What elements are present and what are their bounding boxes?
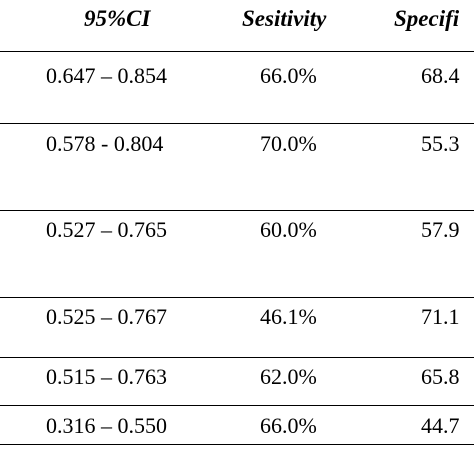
row-divider (0, 210, 474, 211)
row-5-specificity: 65.8 (421, 364, 460, 389)
row-divider (0, 444, 474, 445)
row-6-ci: 0.316 – 0.550 (46, 413, 167, 438)
row-1-ci: 0.647 – 0.854 (46, 63, 167, 88)
row-4-sensitivity: 46.1% (260, 304, 317, 329)
row-2-ci: 0.578 - 0.804 (46, 131, 164, 156)
row-4-specificity: 71.1 (421, 304, 460, 329)
row-2-specificity: 55.3 (421, 131, 460, 156)
row-divider (0, 405, 474, 406)
row-divider (0, 357, 474, 358)
row-5-ci: 0.515 – 0.763 (46, 364, 167, 389)
header-divider (0, 51, 474, 52)
row-3-specificity: 57.9 (421, 217, 460, 242)
row-5-sensitivity: 62.0% (260, 364, 317, 389)
row-3-sensitivity: 60.0% (260, 217, 317, 242)
row-divider (0, 123, 474, 124)
row-4-ci: 0.525 – 0.767 (46, 304, 167, 329)
row-1-sensitivity: 66.0% (260, 63, 317, 88)
row-6-sensitivity: 66.0% (260, 413, 317, 438)
row-6-specificity: 44.7 (421, 413, 460, 438)
row-3-ci: 0.527 – 0.765 (46, 217, 167, 242)
header-specificity: Specifi (394, 6, 460, 31)
row-divider (0, 297, 474, 298)
header-sensitivity: Sesitivity (242, 6, 327, 31)
header-95ci: 95%CI (84, 6, 151, 31)
row-2-sensitivity: 70.0% (260, 131, 317, 156)
row-1-specificity: 68.4 (421, 63, 460, 88)
